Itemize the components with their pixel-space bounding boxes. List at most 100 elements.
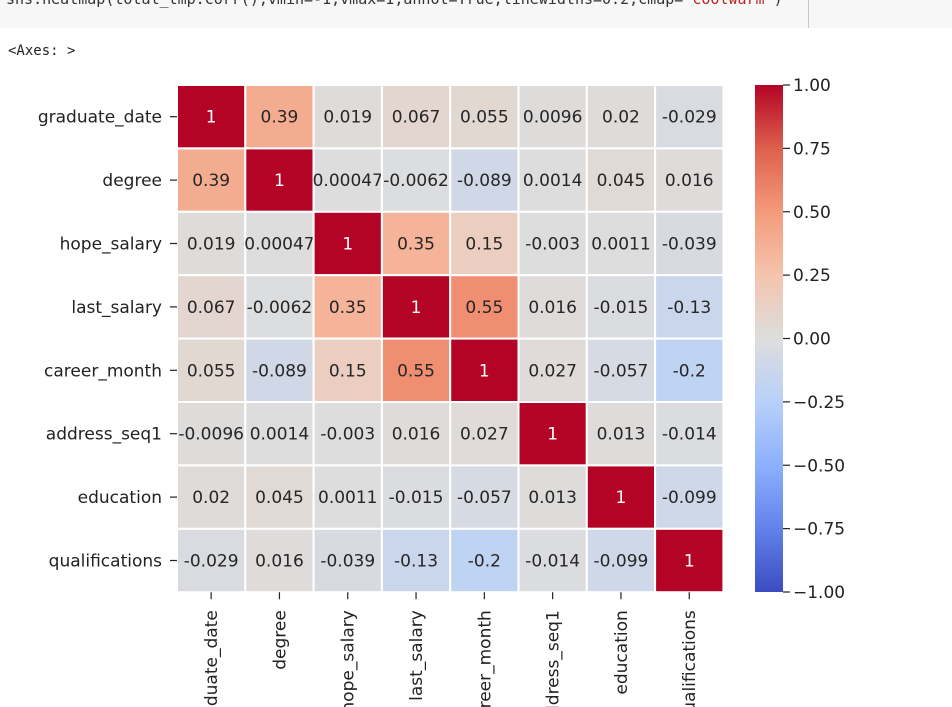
cell-annotation: 1: [206, 108, 217, 128]
cell-annotation: 0.39: [261, 108, 299, 128]
heatmap-cell: [244, 464, 315, 530]
cell-annotation: -0.029: [662, 108, 717, 128]
x-tick-label: graduate_date: [202, 610, 222, 707]
cell-annotation: -0.057: [594, 361, 649, 381]
heatmap-cell: [585, 401, 657, 467]
cell-annotation: 0.0011: [591, 235, 650, 255]
cell-annotation: 0.02: [602, 108, 640, 128]
y-tick-label: degree: [102, 171, 162, 191]
output-label: <Axes: >: [8, 43, 76, 59]
heatmap-cell: [244, 210, 315, 277]
cell-annotation: 0.045: [255, 488, 304, 508]
x-tick-label: education: [612, 610, 632, 694]
cell-annotation: 0.067: [187, 298, 236, 318]
colorbar-tick-label: 0.25: [793, 266, 831, 286]
x-tick-label: hope_salary: [339, 610, 359, 707]
heatmap-cell: [380, 337, 452, 404]
heatmap-cell: [585, 84, 657, 150]
cell-annotation: 0.019: [187, 235, 236, 255]
cell-annotation: 1: [411, 298, 422, 318]
y-tick-label: last_salary: [71, 298, 162, 318]
x-tick-label: last_salary: [407, 610, 427, 701]
cell-annotation: 1: [479, 361, 490, 381]
heatmap-cell: [654, 274, 725, 340]
cell-annotation: 1: [274, 171, 285, 191]
cell-annotation: -0.014: [662, 425, 717, 445]
cell-annotation: -0.029: [184, 552, 239, 572]
cell-annotation: 0.055: [187, 361, 236, 381]
y-tick-label: career_month: [44, 361, 162, 381]
heatmap-cell: [449, 401, 520, 467]
code-text-suffix: ): [774, 0, 783, 8]
cell-annotation: 0.55: [465, 298, 503, 318]
heatmap-cell: [449, 527, 520, 594]
cell-annotation: 0.0014: [523, 171, 582, 191]
colorbar-tick-label: 1.00: [793, 76, 831, 96]
code-text-prefix: sns.heatmap(total_tmp.corr(),vmin=-1,vma…: [6, 0, 683, 8]
colorbar-tick-label: 0.75: [793, 139, 831, 159]
cell-annotation: 0.15: [465, 235, 503, 255]
cell-annotation: -0.003: [525, 235, 580, 255]
heatmap-cell: [517, 337, 588, 404]
code-divider: [808, 0, 809, 28]
heatmap-cell: [517, 274, 588, 340]
cell-annotation: 1: [547, 425, 558, 445]
x-tick-label: address_seq1: [544, 610, 564, 707]
cell-annotation: -0.2: [673, 361, 706, 381]
y-tick-label: graduate_date: [38, 108, 162, 128]
cell-annotation: -0.089: [457, 171, 512, 191]
heatmap-cell: [654, 527, 725, 594]
cell-annotation: 0.013: [528, 488, 577, 508]
cell-annotation: 0.15: [329, 361, 367, 381]
cell-annotation: -0.089: [252, 361, 307, 381]
code-cell-input[interactable]: sns.heatmap(total_tmp.corr(),vmin=-1,vma…: [0, 0, 952, 28]
heatmap-cell: [654, 84, 725, 150]
cell-annotation: 0.019: [323, 108, 372, 128]
cell-annotation: 0.027: [460, 425, 509, 445]
heatmap-cell: [312, 401, 383, 467]
colorbar-tick-label: −0.75: [793, 520, 845, 540]
heatmap-cell: [312, 274, 383, 340]
cell-annotation: -0.015: [594, 298, 649, 318]
y-tick-label: address_seq1: [46, 425, 162, 445]
y-tick-label: qualifications: [49, 552, 162, 572]
y-tick-label: education: [78, 488, 162, 508]
cell-annotation: 0.016: [665, 171, 714, 191]
heatmap-cell: [449, 147, 520, 213]
heatmap-cell: [517, 147, 588, 213]
cell-annotation: 0.067: [392, 108, 441, 128]
colorbar-tick-label: −1.00: [793, 583, 845, 603]
cell-annotation: 1: [684, 552, 695, 572]
cell-annotation: -0.099: [662, 488, 717, 508]
cell-annotation: -0.099: [594, 552, 649, 572]
cell-annotation: 0.00047: [313, 171, 383, 191]
cell-annotation: -0.003: [320, 425, 375, 445]
cell-annotation: -0.13: [394, 552, 438, 572]
heatmap-cell: [380, 147, 452, 213]
cell-annotation: 0.045: [597, 171, 646, 191]
cell-annotation: 0.0014: [250, 425, 309, 445]
colorbar: [755, 85, 783, 592]
heatmap-cell: [654, 337, 725, 404]
cell-annotation: -0.13: [667, 298, 711, 318]
heatmap-cell: [585, 464, 657, 530]
colorbar-tick-label: −0.25: [793, 393, 845, 413]
heatmap-cell: [654, 464, 725, 530]
cell-annotation: 0.39: [192, 171, 230, 191]
heatmap-cell: [517, 464, 588, 530]
cell-annotation: 0.35: [397, 235, 435, 255]
heatmap-cell: [449, 337, 520, 404]
heatmap-cell: [449, 84, 520, 150]
cell-annotation: 0.0096: [523, 108, 582, 128]
cell-annotation: -0.0062: [247, 298, 313, 318]
cell-annotation: 0.055: [460, 108, 509, 128]
cell-annotation: -0.039: [320, 552, 375, 572]
y-tick-label: hope_salary: [60, 235, 162, 255]
cell-annotation: 0.016: [392, 425, 441, 445]
x-tick-label: career_month: [475, 610, 495, 707]
heatmap-cell: [244, 147, 315, 213]
cell-annotation: -0.014: [525, 552, 580, 572]
cell-annotation: -0.0062: [383, 171, 449, 191]
code-text-string: 'coolwarm': [683, 0, 773, 8]
